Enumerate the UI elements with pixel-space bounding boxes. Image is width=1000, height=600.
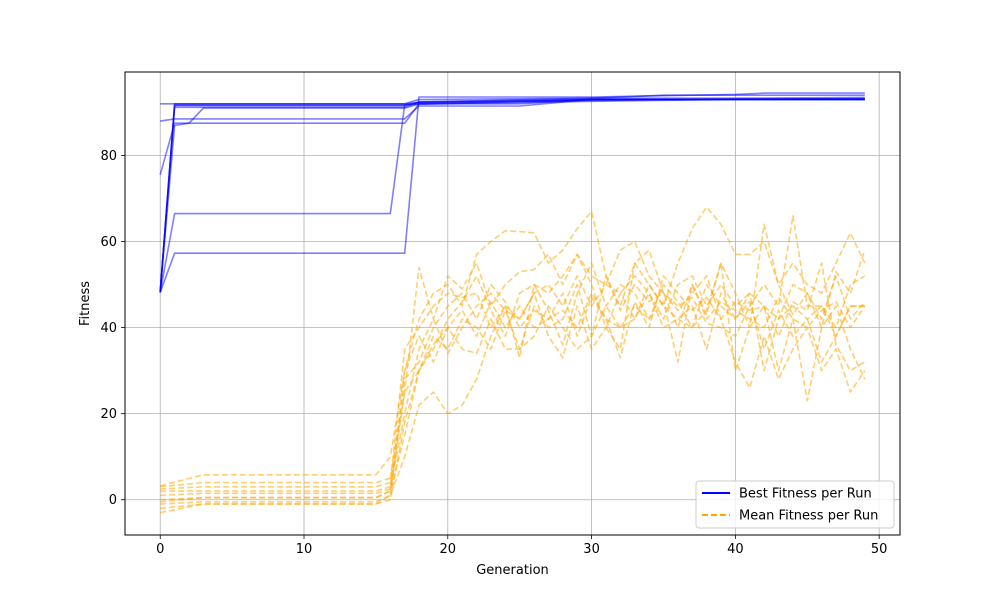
best-fitness-line xyxy=(159,97,865,293)
x-tick-label: 0 xyxy=(156,542,164,557)
mean-fitness-series-group xyxy=(160,206,866,514)
best-fitness-line xyxy=(159,92,865,293)
x-tick-label: 30 xyxy=(583,542,600,557)
best-fitness-line xyxy=(159,98,865,176)
best-fitness-line xyxy=(159,98,865,293)
legend-box xyxy=(695,480,895,529)
mean-fitness-line xyxy=(160,262,866,510)
legend-label-mean: Mean Fitness per Run xyxy=(739,509,878,524)
plot-area-frame xyxy=(124,71,901,536)
best-fitness-series-group xyxy=(159,92,865,293)
x-tick-label: 50 xyxy=(871,542,888,557)
x-axis-label: Generation xyxy=(476,563,549,578)
best-fitness-line xyxy=(159,96,865,293)
legend-label-best: Best Fitness per Run xyxy=(739,487,872,502)
legend: Best Fitness per Run Mean Fitness per Ru… xyxy=(695,480,895,529)
best-fitness-line xyxy=(159,97,865,293)
mean-fitness-line xyxy=(160,275,866,503)
best-fitness-line xyxy=(159,98,865,293)
mean-fitness-line xyxy=(160,262,866,505)
mean-fitness-line xyxy=(160,283,866,497)
y-tick-label: 60 xyxy=(100,235,117,250)
y-tick-label: 0 xyxy=(109,493,117,508)
best-fitness-line xyxy=(159,98,865,293)
y-tick-label: 40 xyxy=(100,321,117,336)
mean-fitness-line xyxy=(160,292,865,501)
axis-ticks: 0 10 20 30 40 50 0 20 40 60 80 xyxy=(100,149,887,557)
y-tick-label: 80 xyxy=(100,149,117,164)
y-axis-label: Fitness xyxy=(78,281,93,326)
x-tick-label: 40 xyxy=(727,542,744,557)
grid-lines xyxy=(125,72,900,535)
x-tick-label: 20 xyxy=(440,542,457,557)
mean-fitness-line xyxy=(160,262,866,514)
mean-fitness-line xyxy=(160,214,866,488)
x-tick-label: 10 xyxy=(296,542,313,557)
y-tick-label: 20 xyxy=(100,407,117,422)
